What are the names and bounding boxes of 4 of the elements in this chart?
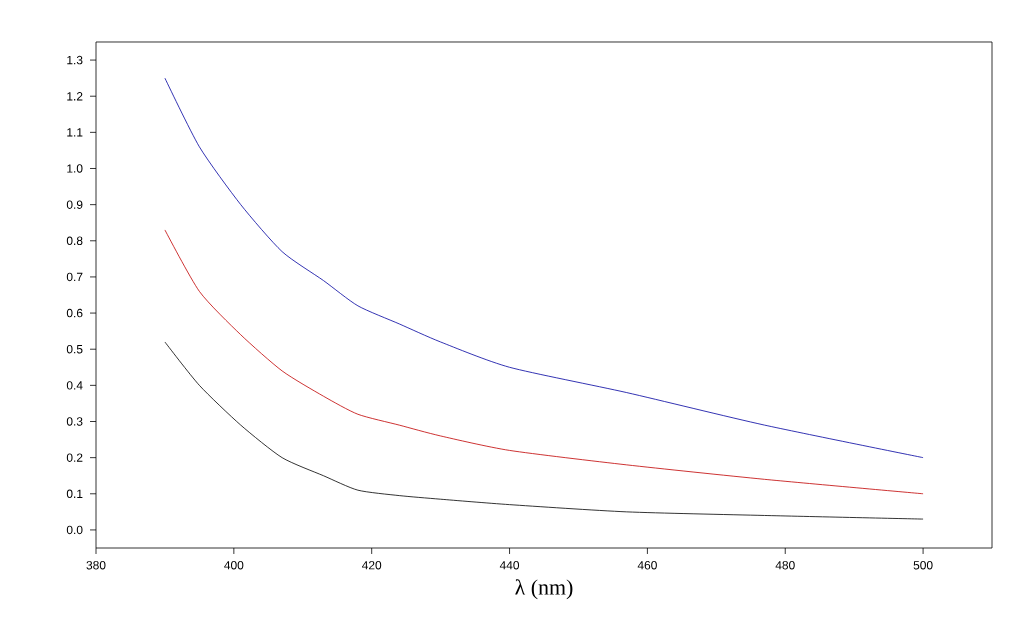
line-series (164, 229, 924, 495)
line-series (164, 341, 924, 520)
line-series (164, 77, 924, 459)
x-axis-title: λ (nm) (515, 579, 573, 600)
